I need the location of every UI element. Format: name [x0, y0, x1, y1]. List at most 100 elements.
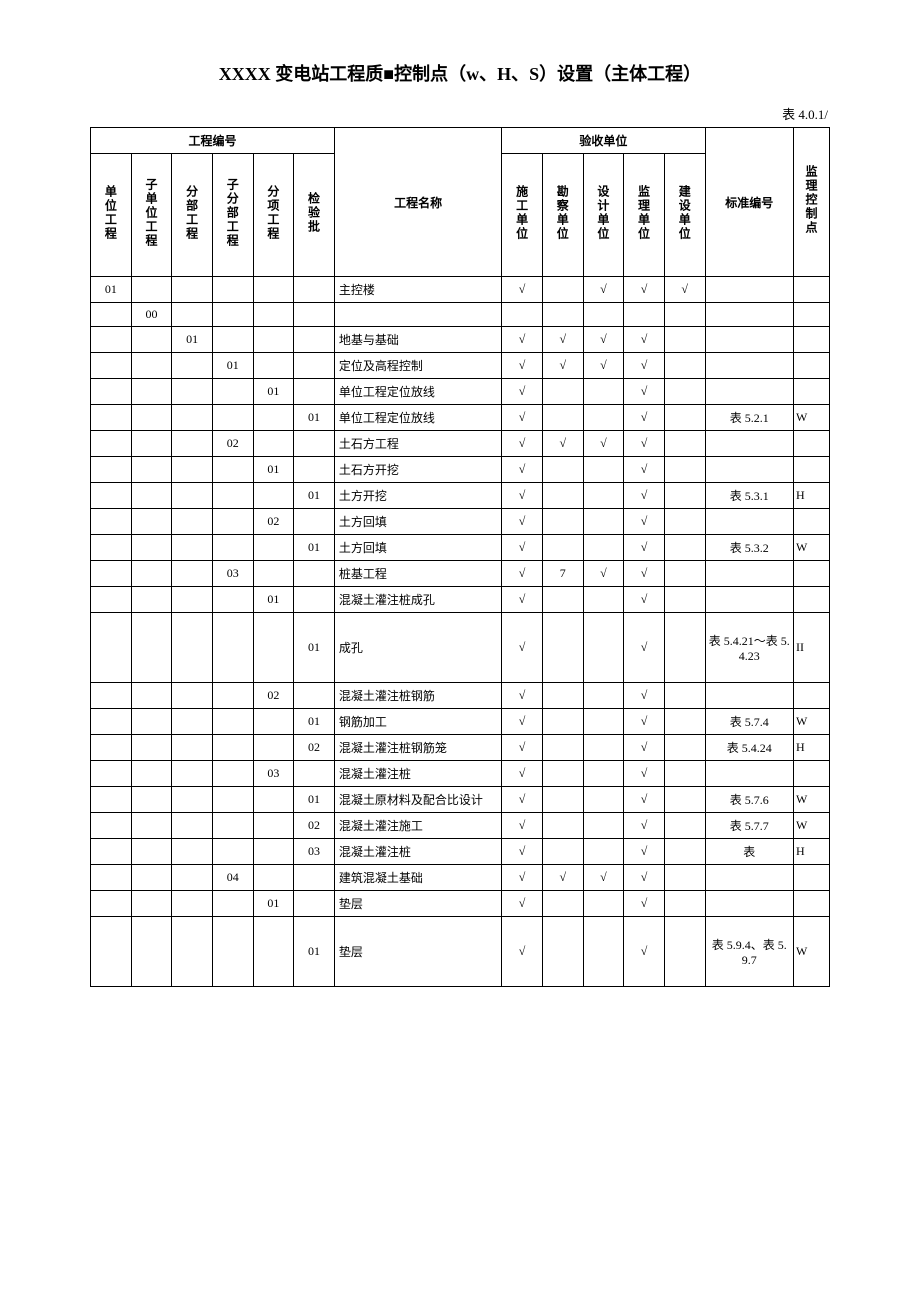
cell-design-unit: [583, 683, 624, 709]
cell-sub-div-proj: [212, 535, 253, 561]
cell-sub-unit-proj: [131, 509, 172, 535]
cell-std-no: [705, 457, 793, 483]
table-row: 02土石方工程√√√√: [91, 431, 830, 457]
cell-build-unit: [664, 787, 705, 813]
cell-sub-unit-proj: [131, 457, 172, 483]
cell-cons-unit: √: [502, 917, 543, 987]
table-row: 01垫层√√: [91, 891, 830, 917]
cell-build-unit: [664, 303, 705, 327]
cell-supv-unit: √: [624, 683, 665, 709]
cell-design-unit: √: [583, 865, 624, 891]
cell-sub-unit-proj: [131, 327, 172, 353]
cell-div-proj: [172, 303, 213, 327]
table-row: 01单位工程定位放线√√: [91, 379, 830, 405]
cell-supv-unit: √: [624, 813, 665, 839]
cell-supv-unit: √: [624, 865, 665, 891]
cell-ctrl-pt: W: [794, 917, 830, 987]
cell-unit-proj: [91, 787, 132, 813]
hdr-design-unit: 设计单位: [583, 154, 624, 277]
cell-supv-unit: √: [624, 561, 665, 587]
cell-item-proj: 01: [253, 587, 294, 613]
cell-build-unit: [664, 457, 705, 483]
cell-survey-unit: √: [542, 353, 583, 379]
cell-div-proj: [172, 587, 213, 613]
cell-std-no: [705, 303, 793, 327]
cell-div-proj: [172, 561, 213, 587]
cell-proj-name: 建筑混凝土基础: [334, 865, 501, 891]
cell-item-proj: 02: [253, 509, 294, 535]
cell-div-proj: [172, 709, 213, 735]
cell-std-no: 表 5.2.1: [705, 405, 793, 431]
cell-design-unit: [583, 613, 624, 683]
hdr-project-no-group: 工程编号: [91, 128, 335, 154]
cell-sub-div-proj: [212, 709, 253, 735]
cell-proj-name: 垫层: [334, 917, 501, 987]
cell-div-proj: [172, 457, 213, 483]
cell-proj-name: 土石方开挖: [334, 457, 501, 483]
cell-item-proj: [253, 561, 294, 587]
cell-proj-name: 混凝土灌注施工: [334, 813, 501, 839]
cell-supv-unit: √: [624, 457, 665, 483]
cell-item-proj: [253, 917, 294, 987]
table-row: 01主控楼√√√√: [91, 277, 830, 303]
cell-cons-unit: √: [502, 535, 543, 561]
cell-insp-batch: [294, 457, 335, 483]
cell-unit-proj: [91, 709, 132, 735]
cell-build-unit: [664, 379, 705, 405]
hdr-supv-unit: 监理单位: [624, 154, 665, 277]
cell-insp-batch: [294, 303, 335, 327]
cell-ctrl-pt: [794, 379, 830, 405]
table-row: 02土方回填√√: [91, 509, 830, 535]
cell-build-unit: [664, 917, 705, 987]
cell-sub-unit-proj: [131, 709, 172, 735]
cell-insp-batch: [294, 277, 335, 303]
cell-survey-unit: √: [542, 431, 583, 457]
cell-div-proj: [172, 613, 213, 683]
cell-std-no: [705, 277, 793, 303]
cell-supv-unit: √: [624, 761, 665, 787]
table-row: 02混凝土灌注桩钢筋笼√√表 5.4.24H: [91, 735, 830, 761]
cell-build-unit: [664, 431, 705, 457]
cell-sub-div-proj: 04: [212, 865, 253, 891]
cell-survey-unit: [542, 379, 583, 405]
cell-item-proj: [253, 277, 294, 303]
cell-build-unit: [664, 509, 705, 535]
cell-std-no: [705, 891, 793, 917]
cell-sub-div-proj: [212, 613, 253, 683]
cell-sub-div-proj: [212, 683, 253, 709]
table-row: 01钢筋加工√√表 5.7.4W: [91, 709, 830, 735]
cell-item-proj: [253, 709, 294, 735]
cell-design-unit: [583, 735, 624, 761]
cell-cons-unit: √: [502, 735, 543, 761]
cell-ctrl-pt: [794, 683, 830, 709]
cell-survey-unit: 7: [542, 561, 583, 587]
header-row-1: 工程编号 工程名称 验收单位 标准编号 监理控制点: [91, 128, 830, 154]
cell-supv-unit: √: [624, 917, 665, 987]
cell-div-proj: [172, 891, 213, 917]
cell-unit-proj: [91, 865, 132, 891]
cell-cons-unit: √: [502, 327, 543, 353]
cell-ctrl-pt: H: [794, 839, 830, 865]
cell-ctrl-pt: H: [794, 735, 830, 761]
cell-build-unit: [664, 561, 705, 587]
cell-proj-name: [334, 303, 501, 327]
cell-sub-div-proj: [212, 839, 253, 865]
cell-sub-unit-proj: [131, 865, 172, 891]
cell-sub-unit-proj: [131, 761, 172, 787]
cell-div-proj: [172, 405, 213, 431]
cell-insp-batch: [294, 509, 335, 535]
cell-supv-unit: √: [624, 839, 665, 865]
cell-build-unit: √: [664, 277, 705, 303]
cell-build-unit: [664, 613, 705, 683]
cell-proj-name: 混凝土原材料及配合比设计: [334, 787, 501, 813]
cell-cons-unit: √: [502, 761, 543, 787]
cell-proj-name: 主控楼: [334, 277, 501, 303]
cell-std-no: 表 5.7.6: [705, 787, 793, 813]
cell-insp-batch: 01: [294, 483, 335, 509]
cell-item-proj: 02: [253, 683, 294, 709]
table-row: 01混凝土灌注桩成孔√√: [91, 587, 830, 613]
cell-item-proj: [253, 483, 294, 509]
cell-build-unit: [664, 709, 705, 735]
cell-survey-unit: [542, 457, 583, 483]
table-row: 03桩基工程√7√√: [91, 561, 830, 587]
